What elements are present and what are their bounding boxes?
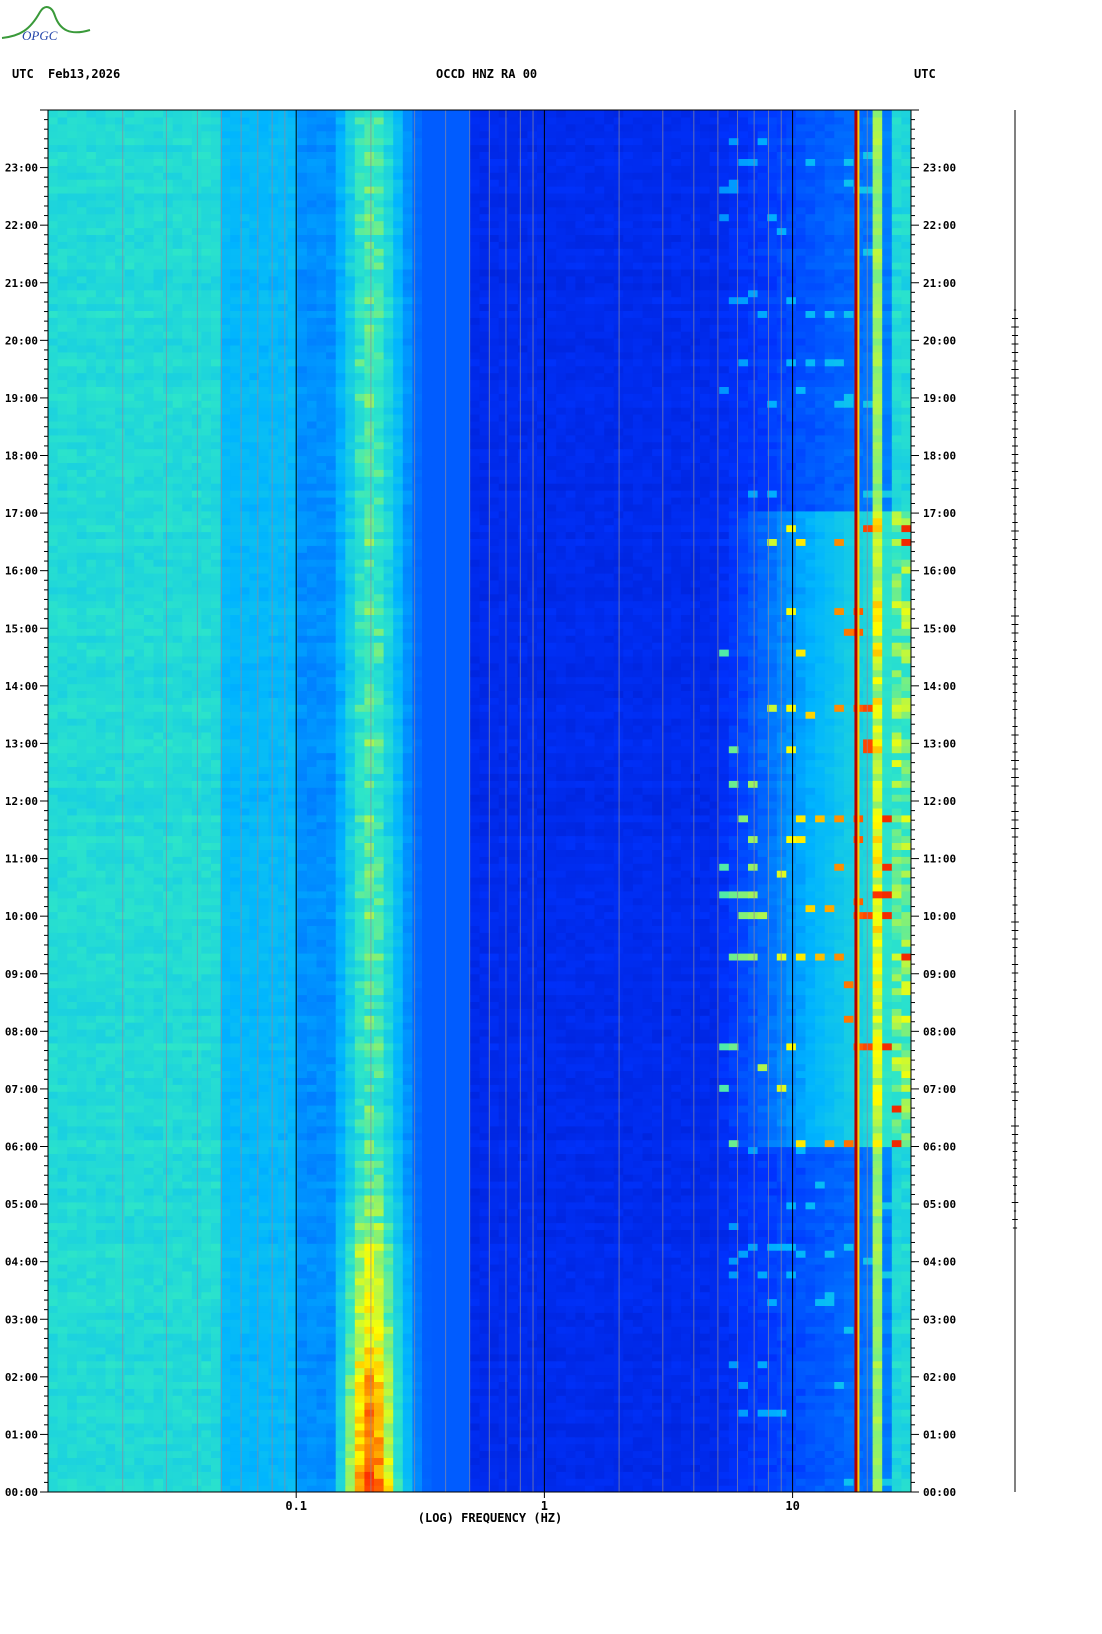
x-tick-label: 10 bbox=[785, 1499, 799, 1513]
y-tick-label-left: 05:00 bbox=[5, 1198, 38, 1211]
y-tick-label-right: 01:00 bbox=[923, 1428, 956, 1441]
y-tick-label-left: 01:00 bbox=[5, 1428, 38, 1441]
y-tick-label-right: 04:00 bbox=[923, 1256, 956, 1269]
y-tick-label-left: 09:00 bbox=[5, 968, 38, 981]
y-tick-label-right: 02:00 bbox=[923, 1371, 956, 1384]
y-tick-label-left: 20:00 bbox=[5, 334, 38, 347]
y-tick-label-right: 15:00 bbox=[923, 622, 956, 635]
y-tick-label-left: 03:00 bbox=[5, 1313, 38, 1326]
y-tick-label-right: 19:00 bbox=[923, 392, 956, 405]
y-tick-label-left: 12:00 bbox=[5, 795, 38, 808]
persistent-line-mark bbox=[854, 110, 857, 1492]
y-tick-label-left: 21:00 bbox=[5, 277, 38, 290]
y-tick-label-right: 16:00 bbox=[923, 565, 956, 578]
y-tick-label-left: 23:00 bbox=[5, 162, 38, 175]
y-tick-label-right: 09:00 bbox=[923, 968, 956, 981]
y-tick-label-left: 10:00 bbox=[5, 910, 38, 923]
y-tick-label-left: 17:00 bbox=[5, 507, 38, 520]
spectrogram-heatmap bbox=[48, 110, 912, 1493]
y-tick-label-right: 13:00 bbox=[923, 737, 956, 750]
y-tick-label-left: 22:00 bbox=[5, 219, 38, 232]
y-tick-label-left: 16:00 bbox=[5, 565, 38, 578]
y-tick-label-left: 06:00 bbox=[5, 1141, 38, 1154]
y-tick-label-left: 11:00 bbox=[5, 853, 38, 866]
y-tick-label-right: 22:00 bbox=[923, 219, 956, 232]
y-tick-label-left: 04:00 bbox=[5, 1256, 38, 1269]
y-tick-label-right: 03:00 bbox=[923, 1313, 956, 1326]
y-tick-label-left: 00:00 bbox=[5, 1486, 38, 1499]
y-tick-label-right: 18:00 bbox=[923, 450, 956, 463]
y-tick-label-left: 08:00 bbox=[5, 1025, 38, 1038]
y-tick-label-right: 17:00 bbox=[923, 507, 956, 520]
time-axis-left: 00:00 01:00 02:00 03:00 04:00 05:00 06:00 07:00… bbox=[5, 110, 48, 1499]
y-tick-label-left: 18:00 bbox=[5, 450, 38, 463]
x-axis-title: (LOG) FREQUENCY (HZ) bbox=[418, 1511, 563, 1525]
y-tick-label-left: 14:00 bbox=[5, 680, 38, 693]
y-tick-label-right: 23:00 bbox=[923, 162, 956, 175]
y-tick-label-right: 12:00 bbox=[923, 795, 956, 808]
frequency-axis: 0.1 1 10 bbox=[285, 1492, 799, 1513]
time-axis-right: 00:00 01:00 02:00 03:00 04:00 05:00 06:00 07:00… bbox=[911, 110, 956, 1499]
y-tick-label-right: 10:00 bbox=[923, 910, 956, 923]
y-tick-label-right: 20:00 bbox=[923, 334, 956, 347]
y-tick-label-right: 14:00 bbox=[923, 680, 956, 693]
y-tick-label-right: 07:00 bbox=[923, 1083, 956, 1096]
y-tick-label-left: 02:00 bbox=[5, 1371, 38, 1384]
y-tick-label-right: 00:00 bbox=[923, 1486, 956, 1499]
y-tick-label-right: 11:00 bbox=[923, 853, 956, 866]
seismogram-trace bbox=[1011, 110, 1019, 1492]
y-tick-label-left: 13:00 bbox=[5, 737, 38, 750]
y-tick-label-left: 07:00 bbox=[5, 1083, 38, 1096]
y-tick-label-left: 19:00 bbox=[5, 392, 38, 405]
y-tick-label-right: 06:00 bbox=[923, 1141, 956, 1154]
x-tick-label: 0.1 bbox=[285, 1499, 307, 1513]
y-tick-label-right: 08:00 bbox=[923, 1025, 956, 1038]
y-tick-label-right: 21:00 bbox=[923, 277, 956, 290]
y-tick-label-left: 15:00 bbox=[5, 622, 38, 635]
y-tick-label-right: 05:00 bbox=[923, 1198, 956, 1211]
